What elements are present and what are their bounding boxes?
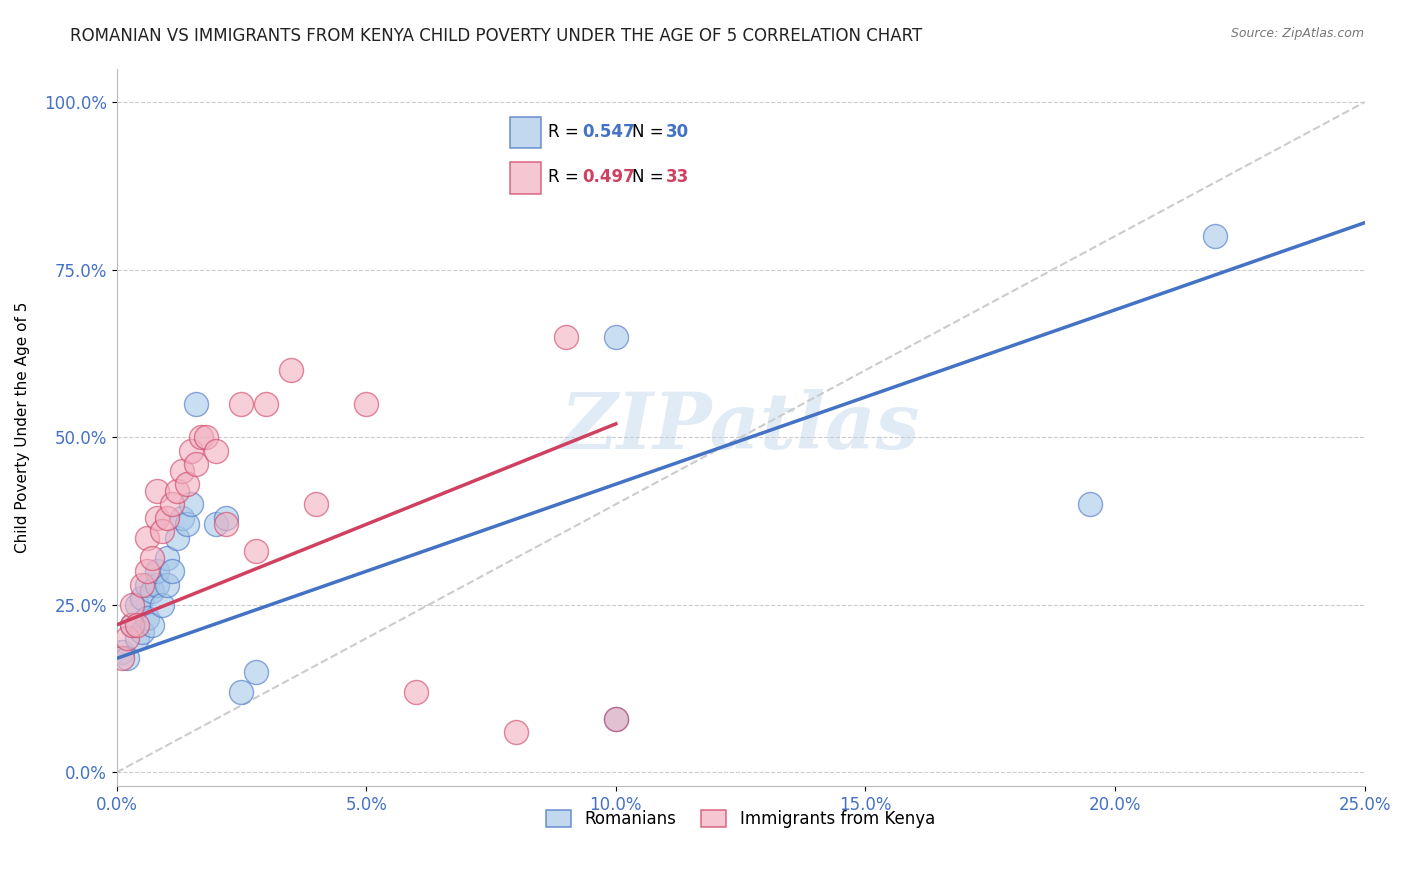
Text: R =: R = — [548, 169, 583, 186]
Point — [605, 712, 627, 726]
Point — [166, 483, 188, 498]
Point — [245, 665, 267, 679]
Text: 30: 30 — [665, 123, 689, 141]
Point — [110, 645, 132, 659]
Point — [305, 497, 328, 511]
Point — [186, 397, 208, 411]
Text: 0.547: 0.547 — [582, 123, 634, 141]
Point — [150, 598, 173, 612]
Point — [131, 577, 153, 591]
Point — [125, 632, 148, 646]
Text: 0.497: 0.497 — [582, 169, 634, 186]
Point — [245, 544, 267, 558]
Point — [186, 457, 208, 471]
Point — [280, 363, 302, 377]
Text: ROMANIAN VS IMMIGRANTS FROM KENYA CHILD POVERTY UNDER THE AGE OF 5 CORRELATION C: ROMANIAN VS IMMIGRANTS FROM KENYA CHILD … — [70, 27, 922, 45]
Point — [1204, 229, 1226, 244]
Point — [215, 517, 238, 532]
Text: N =: N = — [633, 123, 669, 141]
Point — [131, 624, 153, 639]
Point — [166, 531, 188, 545]
Point — [145, 483, 167, 498]
Point — [254, 397, 277, 411]
Point — [605, 712, 627, 726]
Point — [145, 510, 167, 524]
Point — [155, 577, 177, 591]
Legend: Romanians, Immigrants from Kenya: Romanians, Immigrants from Kenya — [540, 804, 942, 835]
Point — [121, 618, 143, 632]
Point — [135, 577, 157, 591]
Point — [190, 430, 212, 444]
Point — [170, 510, 193, 524]
Text: N =: N = — [633, 169, 669, 186]
FancyBboxPatch shape — [510, 117, 541, 148]
Point — [155, 550, 177, 565]
Point — [145, 577, 167, 591]
Point — [405, 685, 427, 699]
Point — [121, 598, 143, 612]
Point — [141, 550, 163, 565]
Point — [141, 618, 163, 632]
Point — [176, 477, 198, 491]
Point — [135, 564, 157, 578]
Text: Source: ZipAtlas.com: Source: ZipAtlas.com — [1230, 27, 1364, 40]
Point — [354, 397, 377, 411]
Point — [125, 618, 148, 632]
Point — [555, 329, 578, 343]
Point — [205, 443, 228, 458]
Point — [505, 725, 527, 739]
Point — [115, 632, 138, 646]
FancyBboxPatch shape — [510, 161, 541, 194]
Point — [170, 464, 193, 478]
Point — [121, 618, 143, 632]
Point — [180, 443, 202, 458]
Point — [141, 584, 163, 599]
Text: ZIPatlas: ZIPatlas — [561, 389, 921, 466]
Point — [150, 524, 173, 538]
Text: R =: R = — [548, 123, 583, 141]
Point — [231, 685, 253, 699]
Point — [160, 497, 183, 511]
Y-axis label: Child Poverty Under the Age of 5: Child Poverty Under the Age of 5 — [15, 301, 30, 553]
Point — [195, 430, 218, 444]
Point — [160, 564, 183, 578]
Point — [131, 591, 153, 606]
Point — [125, 598, 148, 612]
Point — [176, 517, 198, 532]
Point — [215, 510, 238, 524]
Point — [145, 564, 167, 578]
Text: 33: 33 — [665, 169, 689, 186]
Point — [180, 497, 202, 511]
Point — [135, 611, 157, 625]
Point — [110, 651, 132, 665]
Point — [155, 510, 177, 524]
Point — [1078, 497, 1101, 511]
Point — [135, 531, 157, 545]
Point — [205, 517, 228, 532]
Point — [605, 329, 627, 343]
Point — [115, 651, 138, 665]
Point — [231, 397, 253, 411]
